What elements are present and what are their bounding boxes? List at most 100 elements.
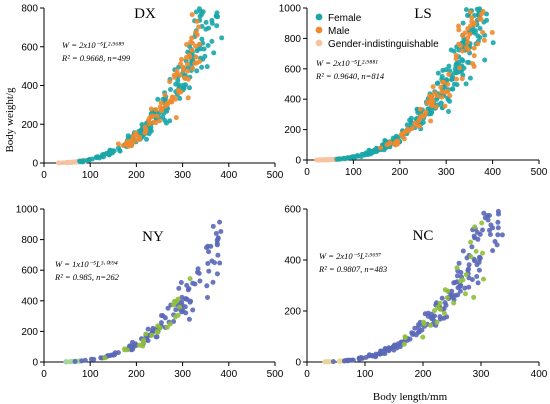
data-point: [148, 114, 154, 120]
y-tick-label: 200: [284, 125, 301, 136]
data-point: [187, 54, 193, 60]
data-point: [168, 87, 173, 92]
data-point: [495, 208, 501, 214]
data-point: [494, 242, 500, 248]
data-point: [429, 96, 435, 102]
regression-equation: W = 2x10⁻⁵L²·⁹⁸⁸¹: [316, 58, 378, 68]
data-point: [434, 93, 440, 99]
data-point: [194, 48, 200, 54]
data-point: [190, 65, 195, 71]
data-point: [467, 31, 473, 37]
data-point: [195, 266, 201, 272]
data-point: [484, 17, 490, 23]
regression-equation: W = 2x10⁻⁵L²·⁹⁶⁸⁹: [62, 40, 124, 50]
data-point: [393, 133, 399, 139]
data-point: [466, 262, 472, 268]
x-tick-label: 300: [174, 369, 191, 380]
data-point: [165, 305, 171, 311]
data-point: [457, 288, 463, 294]
data-point: [219, 35, 225, 41]
data-point: [466, 266, 471, 272]
data-point: [430, 84, 436, 90]
data-point: [481, 37, 487, 43]
data-point: [145, 338, 151, 344]
data-point: [457, 65, 463, 71]
panel-ny: 0 100 200 300 400 500 0 200 400 600 800 1000 NY W = 1…: [16, 205, 284, 381]
data-point: [323, 359, 329, 365]
data-point: [422, 112, 428, 118]
panel-ls: 0 100 200 300 400 500 0 200 400 600 800 1000 LS W = 2…: [279, 4, 548, 179]
data-point: [487, 227, 492, 233]
series-female: [334, 6, 496, 162]
data-point: [146, 117, 151, 123]
data-point: [180, 64, 186, 70]
data-point: [499, 232, 505, 238]
data-point: [437, 306, 443, 312]
data-point: [175, 77, 181, 83]
data-point: [204, 64, 210, 70]
data-point: [451, 48, 457, 54]
data-point: [63, 359, 69, 365]
data-point: [451, 70, 457, 76]
data-point: [327, 359, 333, 365]
x-tick-label: 100: [82, 170, 99, 181]
x-tick-label: 0: [41, 170, 47, 181]
regression-stats: R² = 0.9668, n=499: [61, 53, 131, 63]
x-tick-label: 500: [267, 170, 284, 181]
data-point: [126, 143, 132, 149]
data-point: [454, 82, 460, 88]
data-point: [173, 307, 179, 313]
data-point: [469, 277, 475, 283]
data-point: [197, 278, 203, 284]
x-tick-label: 500: [531, 167, 548, 178]
data-point: [158, 100, 164, 106]
data-point: [330, 157, 336, 162]
data-point: [446, 63, 452, 69]
data-point: [178, 61, 184, 67]
data-point: [133, 137, 139, 143]
series-female: [72, 219, 224, 364]
data-point: [196, 270, 202, 276]
data-point: [112, 350, 118, 356]
data-point: [196, 41, 202, 47]
data-point: [179, 56, 184, 62]
data-point: [209, 20, 215, 26]
y-tick-label: 600: [284, 205, 301, 216]
y-tick-label: 800: [21, 4, 38, 15]
data-point: [72, 359, 78, 364]
data-point: [326, 157, 332, 163]
data-point: [184, 61, 190, 67]
data-point: [136, 342, 142, 348]
data-point: [355, 153, 360, 159]
data-point: [462, 291, 468, 297]
y-tick-label: 400: [21, 81, 38, 92]
data-point: [183, 310, 189, 316]
data-point: [122, 346, 128, 352]
data-point: [488, 222, 494, 228]
data-point: [479, 220, 485, 226]
data-point: [173, 115, 179, 121]
data-point: [472, 224, 478, 230]
data-point: [341, 358, 347, 364]
data-point: [143, 331, 149, 337]
data-point: [495, 232, 501, 238]
data-point: [160, 96, 166, 102]
data-point: [445, 81, 451, 87]
data-point: [437, 300, 443, 306]
data-point: [210, 223, 216, 229]
data-point: [461, 65, 467, 71]
data-point: [408, 115, 414, 121]
data-point: [189, 12, 195, 18]
data-point: [205, 295, 210, 300]
data-point: [454, 273, 460, 279]
data-point: [193, 54, 199, 60]
data-point: [214, 241, 220, 246]
data-point: [485, 217, 491, 223]
data-point: [202, 53, 208, 59]
data-point: [409, 125, 415, 131]
data-point: [457, 283, 463, 289]
legend-label-male: Male: [328, 26, 350, 37]
data-point: [201, 46, 207, 52]
data-point: [137, 134, 143, 140]
